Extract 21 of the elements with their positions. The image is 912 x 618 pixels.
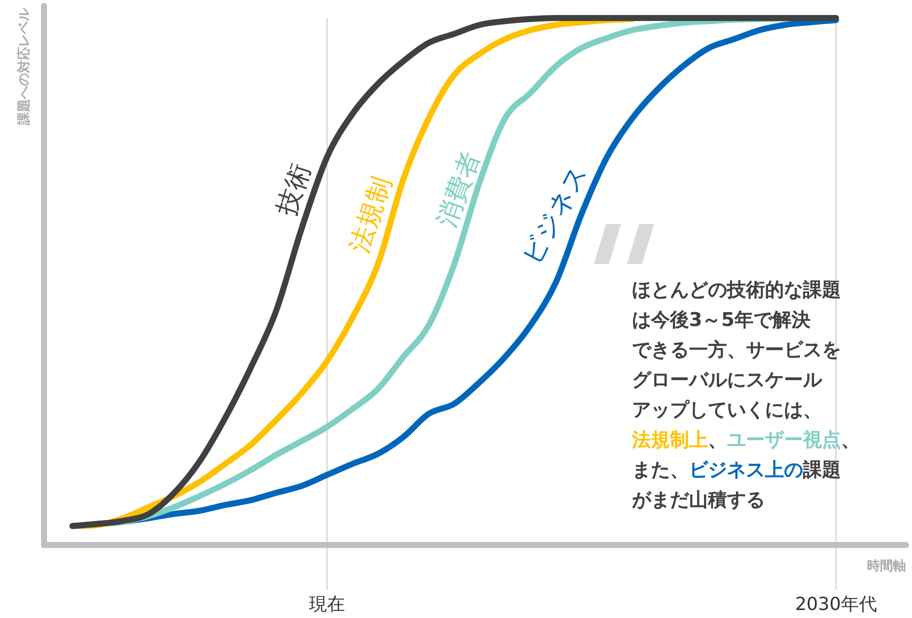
annotation: グローバルにスケール xyxy=(632,369,823,391)
annotation: 、 xyxy=(708,429,727,451)
annotation: 法規制上 xyxy=(631,429,708,451)
x-axis-title: 時間軸 xyxy=(867,559,906,574)
text: 消費者 xyxy=(432,148,487,232)
annotation: アップしていくには、 xyxy=(632,399,822,421)
annotation: がまだ山積する xyxy=(631,489,765,511)
text: 法規制 xyxy=(344,173,398,256)
annotation: ビジネス上の xyxy=(689,459,803,481)
annotation: 、 xyxy=(841,429,860,451)
text: 技術 xyxy=(272,160,316,220)
text: ビジネス xyxy=(516,160,594,270)
annotation: は今後3～5年で解決 xyxy=(632,309,812,331)
annotation: 課題 xyxy=(802,459,841,481)
annotation: ほとんどの技術的な課題 xyxy=(632,279,841,301)
annotation: ユーザー視点 xyxy=(727,429,841,451)
annotation: また、 xyxy=(632,459,689,481)
x-tick-label: 現在 xyxy=(309,594,345,615)
y-axis-title: 課題への対応レベル xyxy=(16,7,32,126)
annotation: できる一方、サービスを xyxy=(632,339,841,361)
x-tick-label: 2030年代 xyxy=(795,594,877,615)
